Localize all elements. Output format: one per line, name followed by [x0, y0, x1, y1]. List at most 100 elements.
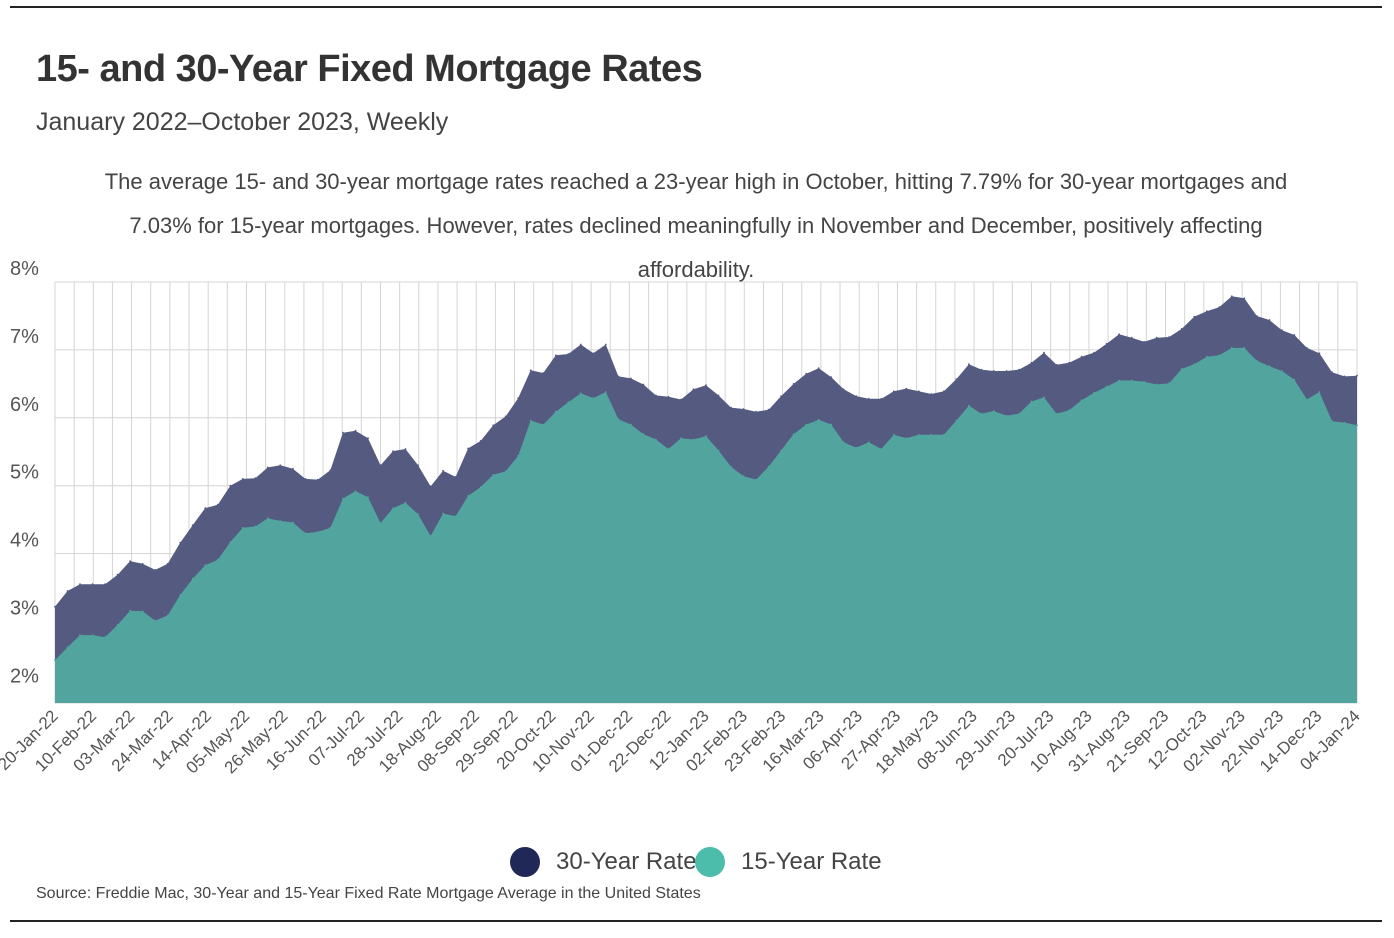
data-point — [479, 440, 482, 442]
legend-item-30-year: 30-Year Rate — [510, 846, 697, 878]
data-point — [830, 423, 833, 426]
data-point — [805, 372, 808, 375]
data-point — [1193, 315, 1196, 318]
data-point — [1268, 319, 1271, 321]
data-point — [104, 636, 106, 638]
data-point — [692, 388, 695, 391]
data-point — [66, 646, 69, 649]
data-point — [1130, 379, 1133, 382]
y-tick-label: 2% — [10, 665, 39, 687]
data-point — [1343, 375, 1346, 378]
data-point — [554, 354, 557, 357]
data-point — [229, 484, 232, 487]
data-point — [1043, 396, 1045, 399]
data-point — [517, 397, 520, 399]
data-point — [392, 450, 394, 452]
data-point — [692, 438, 695, 441]
data-point — [680, 437, 682, 440]
data-point — [917, 433, 920, 436]
x-axis-ticks: 20-Jan-2210-Feb-2203-Mar-2224-Mar-2214-A… — [0, 706, 1364, 777]
data-point — [892, 433, 895, 436]
data-point — [604, 343, 607, 346]
data-point — [567, 353, 570, 355]
data-point — [1143, 380, 1146, 383]
data-point — [1093, 351, 1095, 354]
data-point — [842, 388, 845, 391]
data-point — [1205, 310, 1208, 313]
legend-label-15-year: 15-Year Rate — [741, 848, 882, 875]
data-point — [767, 465, 770, 468]
data-point — [479, 486, 482, 488]
data-point — [417, 464, 419, 467]
data-point — [880, 448, 883, 450]
y-tick-label: 7% — [10, 326, 39, 348]
data-point — [367, 496, 369, 499]
data-point — [830, 376, 833, 378]
data-point — [442, 512, 444, 515]
data-point — [867, 441, 870, 444]
data-point — [930, 433, 933, 436]
data-point — [767, 408, 770, 411]
data-point — [1281, 329, 1283, 332]
data-point — [780, 395, 782, 397]
data-point — [1318, 352, 1321, 355]
data-point — [1055, 363, 1058, 366]
data-point — [329, 469, 332, 471]
data-point — [1005, 414, 1008, 417]
data-point — [667, 395, 670, 398]
data-point — [392, 507, 394, 509]
data-point — [442, 469, 444, 472]
data-point — [905, 437, 908, 440]
bottom-rule — [10, 920, 1382, 922]
data-point — [604, 391, 607, 393]
data-point — [54, 605, 56, 608]
data-point — [1080, 355, 1083, 358]
data-point — [943, 390, 945, 393]
data-point — [216, 558, 219, 561]
data-point — [755, 410, 757, 413]
data-point — [504, 470, 507, 473]
data-point — [1243, 297, 1246, 300]
data-point — [1331, 371, 1333, 374]
data-point — [855, 446, 858, 449]
data-point — [742, 408, 745, 410]
data-point — [191, 577, 194, 580]
chart-title: 15- and 30-Year Fixed Mortgage Rates — [36, 48, 703, 90]
data-point — [1306, 398, 1308, 401]
y-tick-label: 8% — [10, 258, 39, 280]
data-point — [141, 610, 144, 613]
data-point — [279, 464, 282, 467]
data-point — [204, 507, 207, 509]
data-point — [1243, 347, 1246, 349]
data-point — [592, 352, 595, 355]
data-point — [1180, 368, 1183, 370]
data-point — [554, 410, 557, 413]
data-point — [166, 614, 169, 617]
data-point — [1230, 347, 1233, 349]
data-point — [354, 490, 357, 492]
data-point — [304, 478, 307, 480]
data-point — [1293, 334, 1296, 336]
data-point — [66, 590, 69, 592]
data-point — [1293, 378, 1296, 381]
data-point — [304, 532, 307, 535]
data-point — [129, 609, 132, 612]
data-point — [241, 526, 244, 529]
data-point — [154, 569, 157, 571]
data-point — [892, 390, 895, 393]
data-point — [292, 467, 294, 470]
data-point — [1281, 370, 1283, 372]
chart-subtitle: January 2022–October 2023, Weekly — [36, 108, 449, 136]
data-point — [642, 383, 645, 386]
data-point — [1043, 351, 1045, 354]
data-point — [329, 526, 332, 529]
data-point — [1105, 385, 1108, 388]
data-point — [229, 541, 232, 543]
y-tick-label: 6% — [10, 394, 39, 416]
data-point — [191, 524, 194, 526]
data-point — [1356, 374, 1358, 377]
data-point — [630, 377, 632, 380]
data-point — [342, 497, 344, 500]
data-point — [404, 501, 407, 504]
data-point — [1255, 359, 1258, 362]
